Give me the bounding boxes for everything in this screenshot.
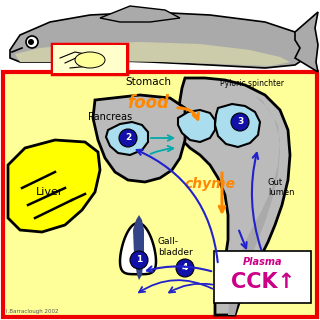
Polygon shape bbox=[93, 95, 185, 182]
Text: 3: 3 bbox=[237, 117, 243, 126]
Bar bbox=[52, 44, 127, 74]
Circle shape bbox=[28, 39, 34, 45]
Polygon shape bbox=[106, 122, 148, 155]
Text: CCK↑: CCK↑ bbox=[231, 272, 295, 292]
Circle shape bbox=[119, 129, 137, 147]
Polygon shape bbox=[8, 140, 100, 232]
Polygon shape bbox=[100, 6, 180, 22]
Circle shape bbox=[176, 259, 194, 277]
Polygon shape bbox=[15, 42, 290, 66]
Polygon shape bbox=[120, 223, 156, 274]
Text: Gut
lumen: Gut lumen bbox=[268, 178, 294, 197]
Text: Gall-
bladder: Gall- bladder bbox=[158, 237, 193, 257]
Polygon shape bbox=[133, 215, 144, 280]
Text: 4: 4 bbox=[182, 263, 188, 273]
Text: Pyloric spinchter: Pyloric spinchter bbox=[220, 79, 284, 88]
Text: food: food bbox=[127, 94, 169, 112]
Ellipse shape bbox=[75, 52, 105, 68]
Polygon shape bbox=[10, 12, 310, 68]
Circle shape bbox=[26, 36, 38, 48]
Polygon shape bbox=[62, 44, 105, 65]
Text: Liver: Liver bbox=[36, 187, 64, 197]
Polygon shape bbox=[228, 90, 280, 315]
Bar bbox=[3, 72, 317, 317]
Polygon shape bbox=[295, 12, 318, 72]
FancyBboxPatch shape bbox=[214, 251, 311, 303]
Text: 1: 1 bbox=[136, 255, 142, 265]
Polygon shape bbox=[215, 104, 260, 147]
Text: Pancreas: Pancreas bbox=[88, 112, 132, 122]
Polygon shape bbox=[178, 110, 215, 142]
Circle shape bbox=[130, 251, 148, 269]
Text: Plasma: Plasma bbox=[243, 257, 283, 267]
Text: Stomach: Stomach bbox=[125, 77, 171, 87]
Polygon shape bbox=[100, 58, 125, 68]
Circle shape bbox=[231, 113, 249, 131]
Text: I.Barraclough 2002: I.Barraclough 2002 bbox=[6, 309, 59, 314]
Text: 2: 2 bbox=[125, 133, 131, 142]
Text: chyme: chyme bbox=[185, 177, 236, 191]
Bar bbox=[53, 45, 126, 73]
Polygon shape bbox=[178, 78, 290, 315]
